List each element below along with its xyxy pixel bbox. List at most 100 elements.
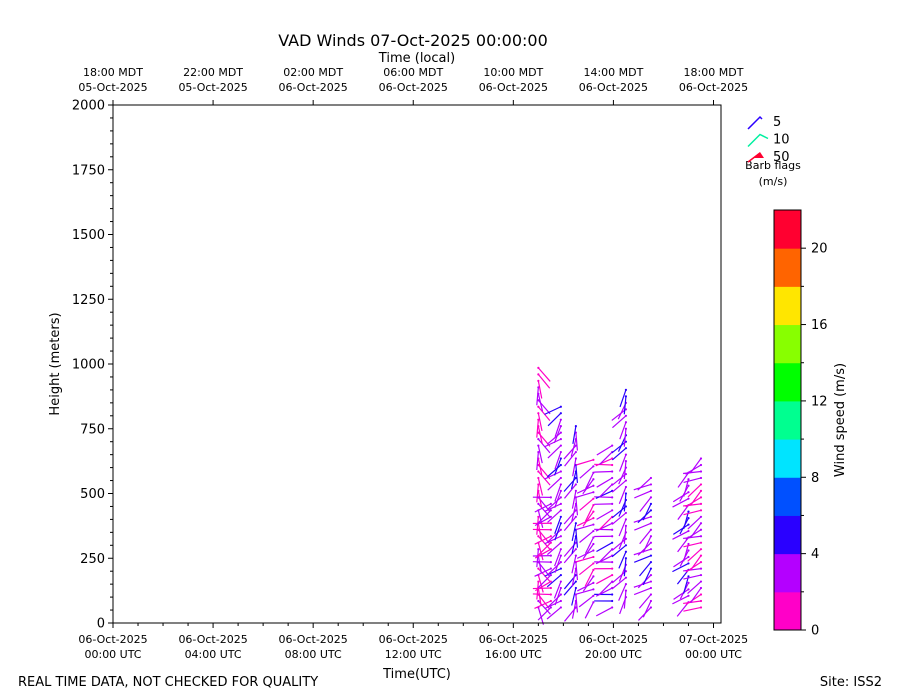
wind-barb [554, 523, 562, 541]
wind-barb [598, 484, 613, 498]
wind-barb [553, 458, 562, 476]
wind-barb-point [699, 457, 703, 460]
wind-barb [690, 555, 702, 571]
wind-barb-point [537, 470, 540, 473]
wind-barb [596, 445, 613, 456]
wind-barb [571, 523, 577, 542]
wind-barb-point [699, 528, 703, 531]
y-tick-label: 1750 [72, 163, 105, 178]
wind-barb-point [592, 536, 595, 539]
wind-barb-point [537, 599, 540, 603]
wind-barb [537, 542, 544, 561]
wind-barb [547, 445, 562, 459]
wind-barb-point [611, 606, 614, 609]
wind-barb [536, 516, 539, 535]
wind-barb [570, 438, 577, 457]
plot-frame [112, 104, 722, 624]
wind-barb [563, 516, 577, 532]
wind-barb-point [649, 535, 653, 538]
wind-barb-point [592, 510, 595, 513]
wind-barb [683, 509, 702, 516]
wind-barb [579, 498, 594, 511]
y-tick-label: 1000 [72, 358, 105, 373]
y-axis: 0 250 500 750 1000 1250 1500 1750 2000 [72, 99, 113, 632]
wind-barb-point [549, 502, 552, 505]
x-top-tick-label-date: 05-Oct-2025 [78, 81, 147, 94]
x-top-tick-label-time: 10:00 MDT [483, 66, 543, 79]
wind-barb [599, 581, 613, 595]
wind-barb-point [592, 491, 595, 494]
wind-barb-point [624, 421, 628, 424]
wind-barb [633, 548, 652, 556]
wind-barb [546, 432, 562, 445]
wind-barb [546, 542, 562, 556]
wind-barb [683, 606, 702, 612]
wind-barb [673, 556, 689, 568]
wind-barb-point [537, 373, 540, 376]
wind-barb [634, 555, 652, 563]
barb-flag-legend: Barb flags (m/s) 5 10 50 [745, 115, 801, 188]
wind-barb [676, 569, 689, 585]
wind-barb-point [699, 476, 703, 480]
barb-legend-entry: 5 [747, 115, 781, 130]
x-tick-label-date: 06-Oct-2025 [379, 633, 448, 646]
x-top-tick-label-date: 06-Oct-2025 [579, 81, 648, 94]
wind-barb-point [537, 567, 540, 570]
wind-barb [689, 458, 702, 474]
wind-barb [584, 504, 594, 522]
wind-barb-point [699, 599, 703, 603]
wind-barb [598, 548, 613, 563]
wind-barb [536, 387, 539, 406]
wind-barb [544, 568, 562, 577]
wind-barb-point [687, 484, 690, 487]
wind-barb [642, 568, 652, 586]
colorbar-segment [774, 591, 801, 631]
wind-barb [623, 558, 627, 577]
wind-barb-point [611, 599, 614, 603]
wind-barb [672, 595, 689, 605]
wind-barb [689, 490, 702, 506]
barb-profile [633, 476, 653, 621]
x-top-tick-label-date: 05-Oct-2025 [178, 81, 247, 94]
wind-barb-point [549, 561, 552, 564]
wind-barb-point [559, 593, 562, 596]
wind-barb-point [624, 492, 628, 495]
wind-barb-point [687, 478, 690, 481]
wind-barb-point [624, 524, 628, 527]
wind-barb [547, 594, 562, 608]
wind-barb-point [559, 606, 562, 609]
wind-barb-point [574, 489, 577, 493]
wind-barb [619, 389, 627, 408]
wind-barb [537, 509, 552, 524]
wind-barb [642, 503, 652, 521]
x-tick-label-date: 06-Oct-2025 [279, 633, 348, 646]
wind-barb [571, 490, 577, 509]
wind-barb-point [592, 471, 595, 474]
x-axis-label: Time(UTC) [382, 667, 451, 682]
wind-barb-point [649, 606, 653, 609]
wind-barb-point [624, 589, 628, 592]
wind-barb [532, 587, 551, 590]
wind-barb [683, 543, 690, 562]
wind-barb-point [559, 496, 562, 499]
wind-barb-point [687, 588, 690, 591]
wind-barb [537, 510, 544, 528]
wind-barb-point [549, 606, 552, 609]
wind-barb [532, 593, 551, 596]
wind-barb [683, 576, 690, 594]
x-top-tick-label-date: 06-Oct-2025 [479, 81, 548, 94]
y-tick-label: 1500 [72, 228, 105, 243]
wind-barb [554, 548, 562, 567]
wind-barb-point [559, 438, 562, 441]
wind-barb-point [537, 450, 540, 454]
wind-barb [553, 581, 562, 599]
wind-barb [611, 544, 627, 558]
wind-barb-point [574, 586, 577, 590]
wind-barb-point [649, 541, 653, 544]
wind-barb [618, 486, 627, 504]
wind-barb [611, 408, 627, 421]
wind-barb [571, 503, 577, 522]
wind-barb [537, 406, 551, 421]
wind-barb-point [537, 438, 540, 441]
wind-barb [683, 600, 702, 605]
